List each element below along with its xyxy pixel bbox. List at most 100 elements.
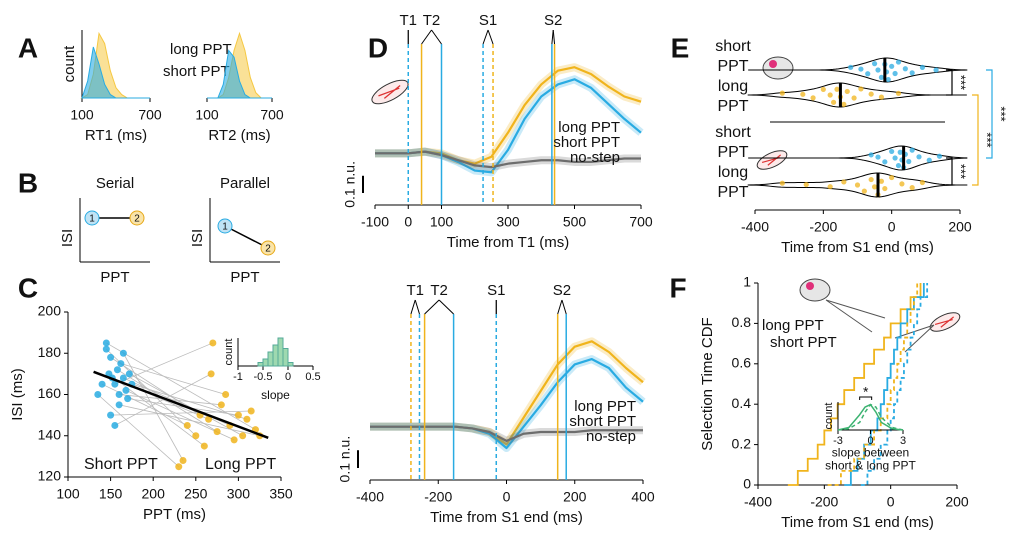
event-label: T2 <box>430 282 448 299</box>
brain-icon <box>799 278 831 302</box>
point <box>124 395 132 403</box>
x-tick-label: 0 <box>503 489 511 505</box>
x-axis-label: Time from S1 end (ms) <box>781 239 934 256</box>
pair-link <box>114 373 212 426</box>
point <box>119 349 127 357</box>
x-axis-label: PPT <box>230 269 259 286</box>
pair-link <box>119 404 260 437</box>
x-tick-label: 500 <box>563 214 587 230</box>
x-tick-label: 3 <box>900 435 906 447</box>
legend-label: long PPT <box>574 398 636 415</box>
y-axis-label: ISI (ms) <box>9 368 26 421</box>
x-tick-label: 200 <box>142 486 166 502</box>
bar <box>272 344 279 367</box>
significance-bracket <box>946 157 953 186</box>
point <box>205 415 213 423</box>
point <box>827 184 833 190</box>
significance-label: *** <box>994 106 1009 121</box>
legend-label: short PPT <box>770 334 837 351</box>
y-tick-label: 0 <box>743 476 751 492</box>
point <box>895 59 902 65</box>
node <box>260 240 276 256</box>
point <box>803 181 809 188</box>
node <box>217 218 233 234</box>
group-label: short PPT <box>715 124 751 161</box>
point <box>909 147 915 153</box>
event-bracket <box>431 29 442 45</box>
point <box>889 148 895 155</box>
event-label: S2 <box>544 12 562 29</box>
event-bracket <box>424 299 440 315</box>
point <box>102 339 110 347</box>
point <box>107 353 115 361</box>
panel-label: E <box>671 32 690 63</box>
point <box>122 386 130 394</box>
point <box>111 421 119 429</box>
x-axis-label: RT1 (ms) <box>85 127 147 144</box>
pair-link <box>101 383 188 426</box>
point <box>892 155 898 161</box>
event-label: T1 <box>399 12 417 29</box>
x-axis-label: Time from S1 end (ms) <box>781 514 934 531</box>
point <box>878 74 885 81</box>
cdf-line <box>860 283 929 486</box>
x-tick-label: 400 <box>631 489 655 505</box>
significance-label: *** <box>980 132 995 147</box>
point <box>209 339 217 347</box>
point <box>779 90 785 96</box>
point <box>841 101 847 107</box>
x-tick-label: 0.5 <box>305 371 320 383</box>
event-bracket <box>557 299 563 315</box>
point <box>889 63 895 69</box>
event-bracket <box>561 299 567 315</box>
x-tick-label: 700 <box>260 107 284 123</box>
point <box>895 162 902 169</box>
event-label: S1 <box>479 12 497 29</box>
panel-label: F <box>669 272 686 303</box>
panel-label: C <box>18 272 38 303</box>
point <box>878 178 885 184</box>
pair-link <box>97 394 180 467</box>
x-tick-label: -200 <box>424 489 452 505</box>
x-tick-label: 700 <box>138 107 162 123</box>
x-tick-label: 100 <box>56 486 80 502</box>
x-tick-label: 0 <box>887 494 895 510</box>
x-tick-label: 0 <box>867 435 873 447</box>
bar <box>257 362 264 367</box>
bar <box>267 351 274 367</box>
schematic-title: Parallel <box>220 175 270 192</box>
pair-link <box>110 410 252 416</box>
scale-bar-label: 0.1 n.u. <box>342 161 358 208</box>
x-tick-label: 350 <box>269 486 293 502</box>
point <box>94 391 102 398</box>
bar <box>287 362 294 367</box>
point <box>183 421 191 429</box>
point <box>885 76 891 83</box>
point <box>875 67 881 73</box>
x-tick-label: 200 <box>948 219 972 235</box>
event-bracket <box>551 29 554 45</box>
point <box>916 154 922 160</box>
point <box>897 149 903 155</box>
point <box>800 91 806 97</box>
y-axis-label: ISI <box>189 229 206 247</box>
point <box>222 391 230 398</box>
node <box>84 210 100 226</box>
pair-link <box>114 342 213 385</box>
point <box>865 71 871 77</box>
y-axis-label: Selection Time CDF <box>699 317 716 450</box>
series-line <box>370 425 643 442</box>
schematic-title: Serial <box>96 175 134 192</box>
bar <box>277 337 284 367</box>
y-tick-label: 120 <box>38 468 62 484</box>
x-axis-label: Time from T1 (ms) <box>447 234 570 251</box>
point <box>827 92 833 98</box>
x-tick-label: 0 <box>404 214 412 230</box>
point <box>878 94 885 100</box>
point <box>861 188 867 194</box>
y-tick-label: 1 <box>743 274 751 290</box>
point <box>98 380 106 388</box>
legend-label: Short PPT <box>84 456 158 473</box>
x-tick-label: 100 <box>430 214 454 230</box>
point <box>213 428 221 436</box>
